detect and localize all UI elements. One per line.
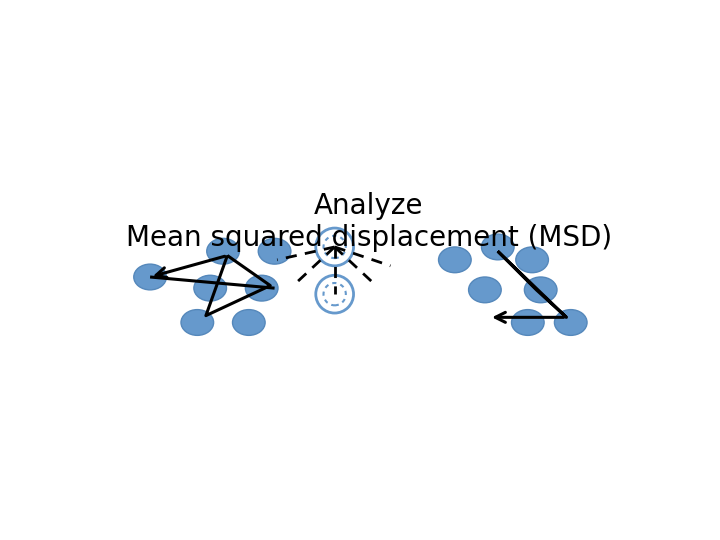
Ellipse shape bbox=[524, 277, 557, 303]
Ellipse shape bbox=[438, 247, 471, 273]
Ellipse shape bbox=[554, 309, 587, 335]
Ellipse shape bbox=[207, 238, 239, 264]
Ellipse shape bbox=[482, 234, 514, 260]
Ellipse shape bbox=[233, 309, 265, 335]
Ellipse shape bbox=[511, 309, 544, 335]
Ellipse shape bbox=[194, 275, 227, 301]
Text: Analyze
Mean squared displacement (MSD): Analyze Mean squared displacement (MSD) bbox=[126, 192, 612, 252]
Ellipse shape bbox=[181, 309, 214, 335]
Ellipse shape bbox=[134, 264, 166, 290]
Ellipse shape bbox=[516, 247, 549, 273]
Ellipse shape bbox=[246, 275, 278, 301]
Ellipse shape bbox=[469, 277, 501, 303]
Ellipse shape bbox=[258, 238, 291, 264]
